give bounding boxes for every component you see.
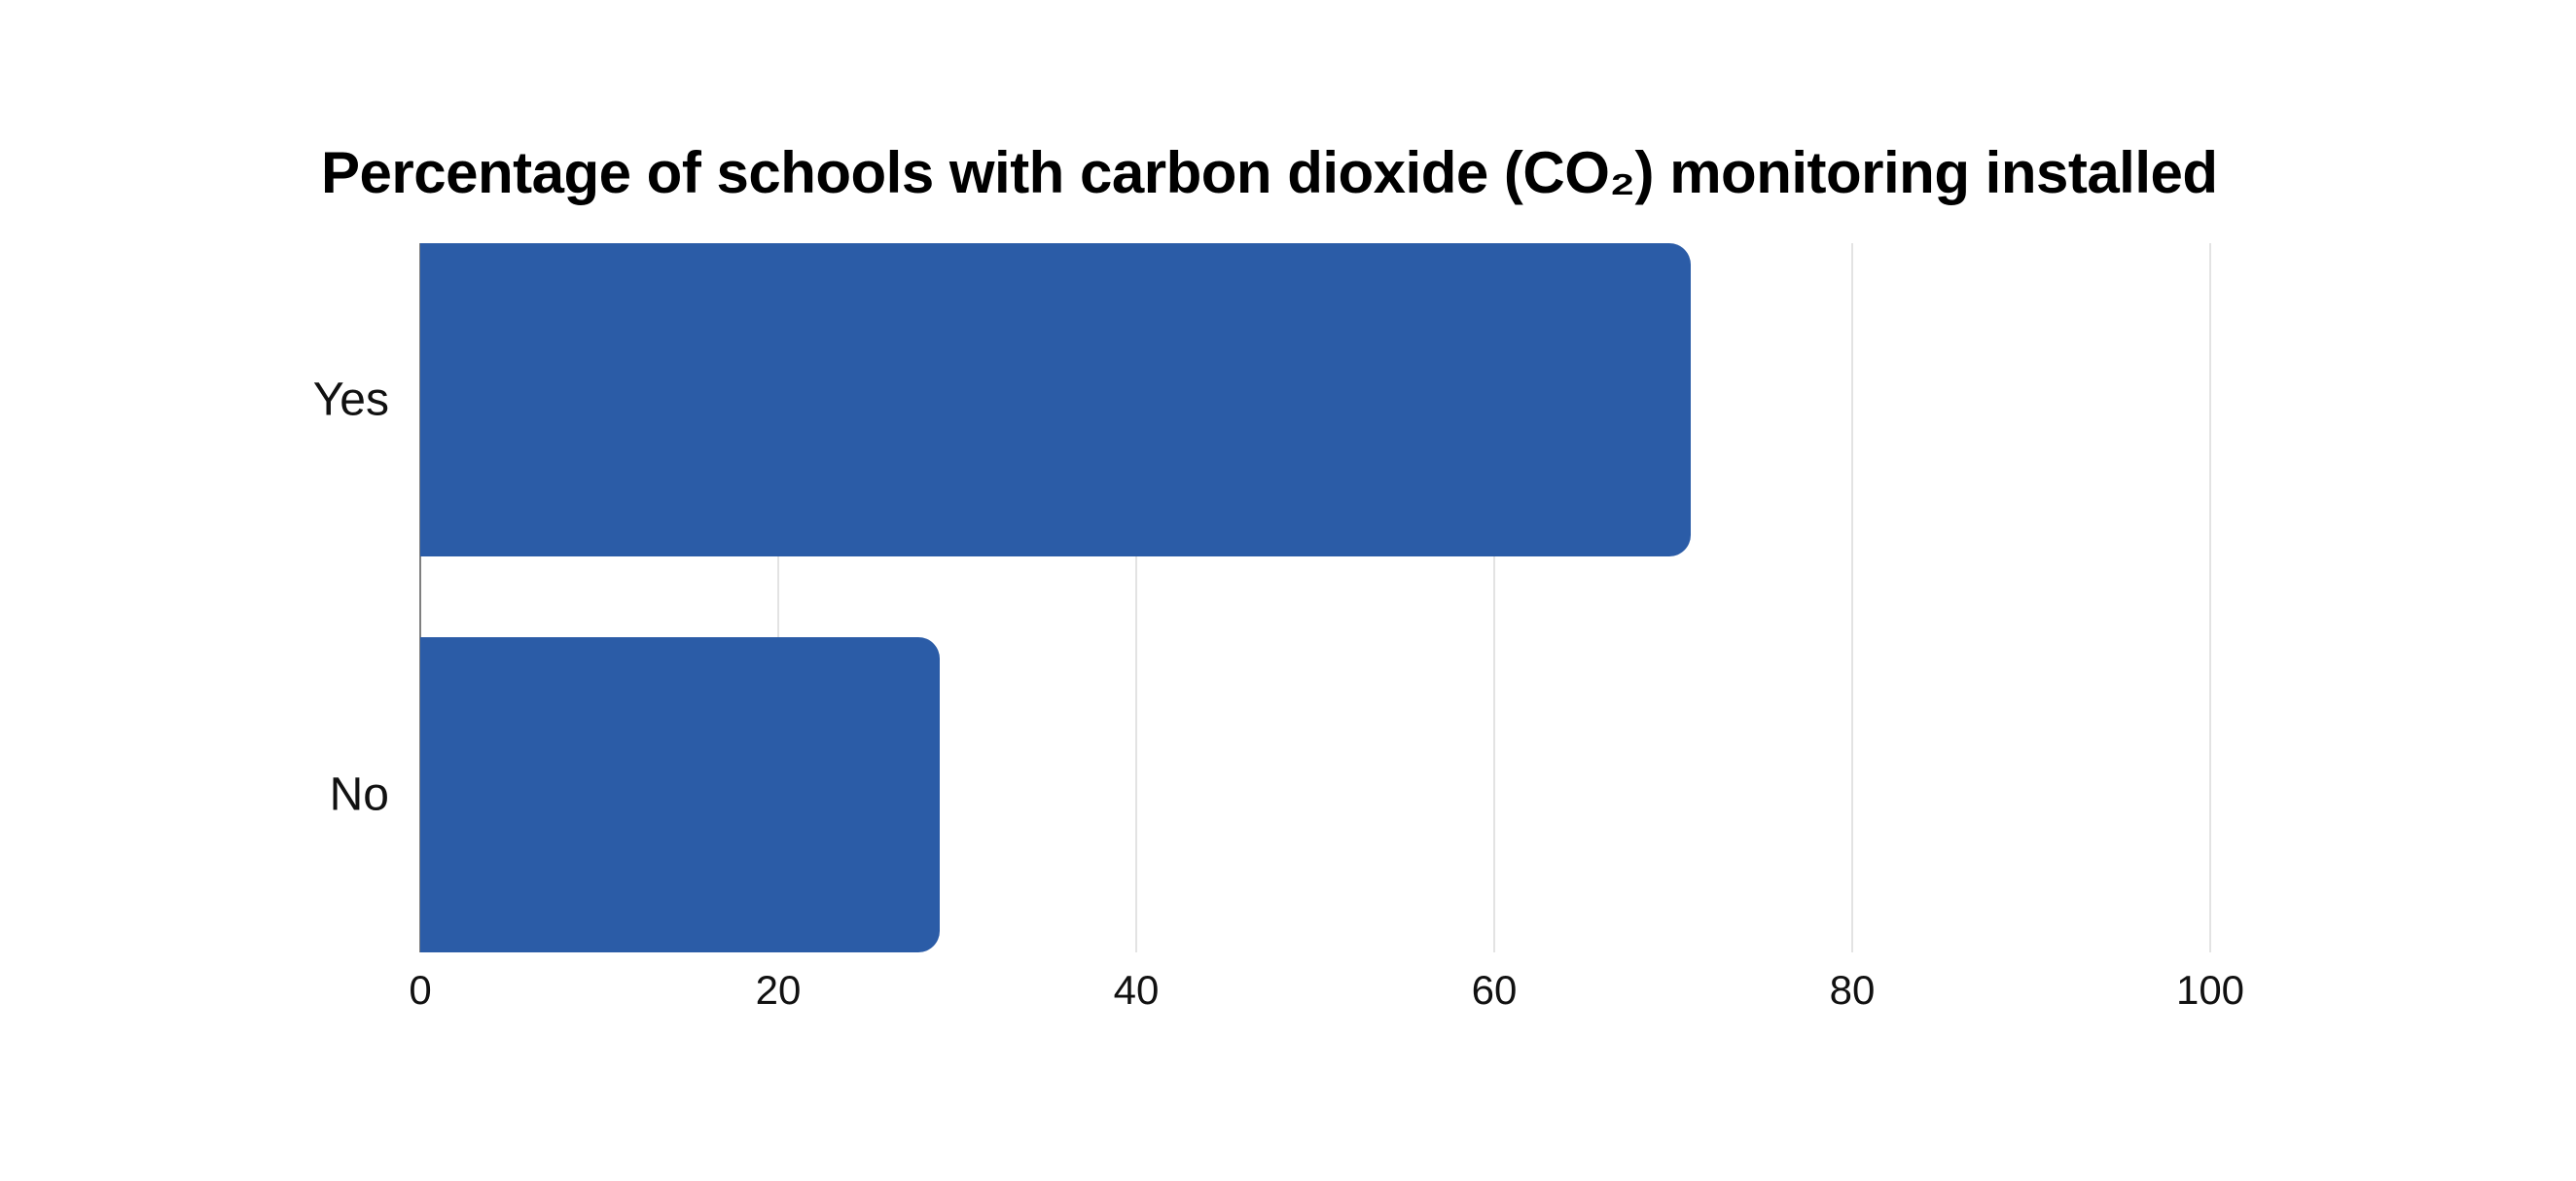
category-axis: Yes No — [0, 243, 389, 952]
zero-axis-line — [419, 243, 421, 952]
value-axis: 0 20 40 60 80 100 — [409, 967, 2244, 1025]
chart-title: Percentage of schools with carbon dioxid… — [321, 140, 2218, 205]
x-tick-label-20: 20 — [755, 967, 802, 1013]
gridline-80 — [1851, 243, 1853, 952]
x-tick-label-100: 100 — [2175, 967, 2245, 1013]
bar-no — [420, 637, 940, 952]
gridline-100 — [2209, 243, 2211, 952]
x-tick-label-80: 80 — [1829, 967, 1876, 1013]
x-tick-label-60: 60 — [1471, 967, 1518, 1013]
bar-yes — [420, 243, 1692, 556]
gridline-40 — [1135, 243, 1137, 952]
gridline-20 — [777, 243, 779, 952]
category-label-yes: Yes — [312, 374, 389, 426]
plot-area — [419, 243, 2211, 952]
x-tick-label-0: 0 — [409, 967, 432, 1013]
category-label-no: No — [329, 769, 389, 821]
gridline-60 — [1493, 243, 1495, 952]
x-tick-label-40: 40 — [1113, 967, 1160, 1013]
